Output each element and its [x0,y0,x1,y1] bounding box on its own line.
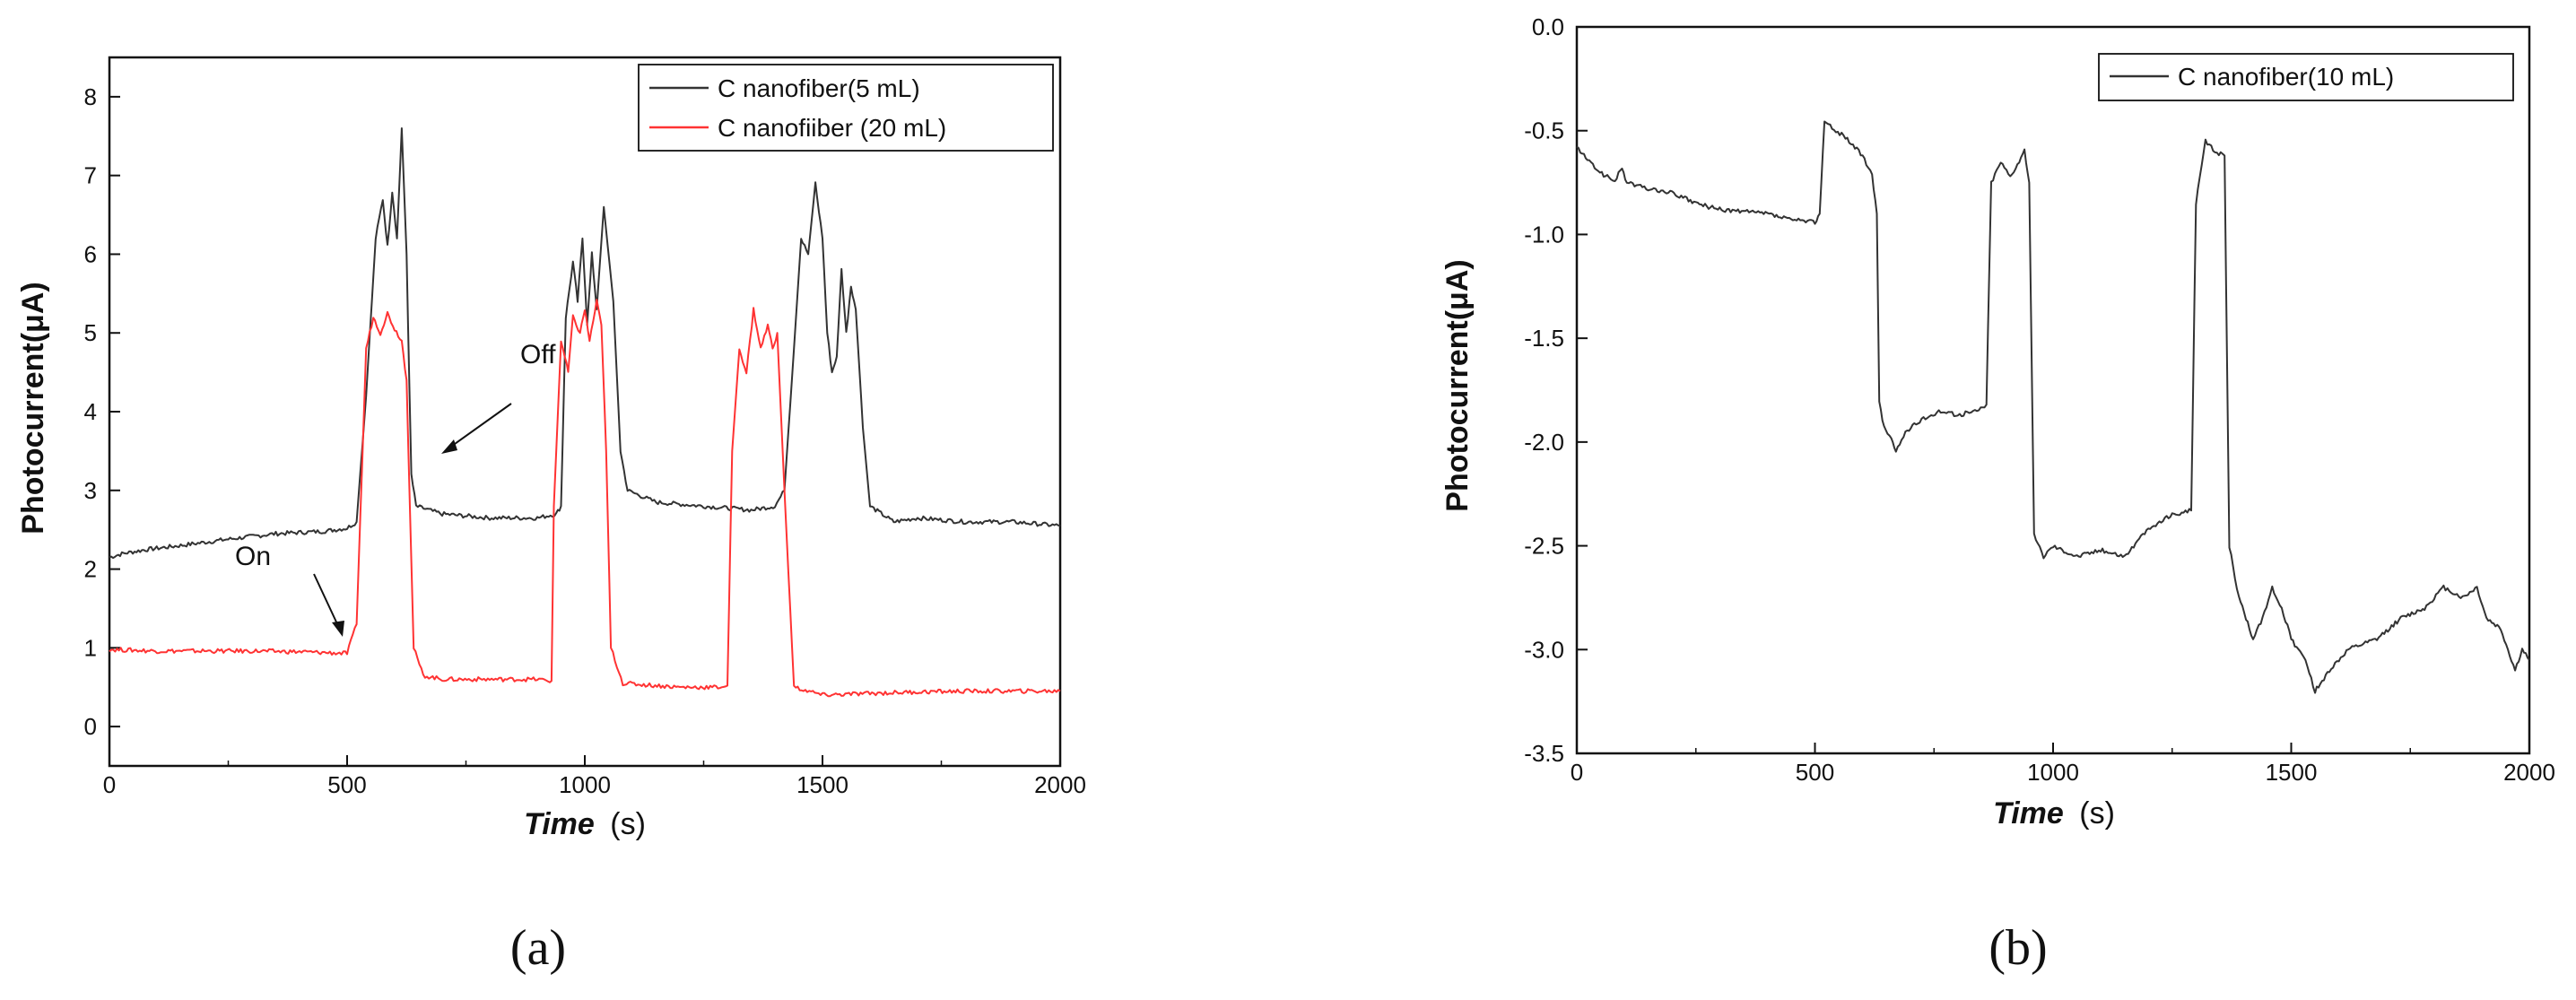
annotation-on-arrow [313,573,340,629]
y-tick-label-b-4: -2.0 [1524,429,1564,456]
series-line-a-0 [109,127,1061,560]
caption-a: (a) [510,920,566,976]
y-tick-label-b-6: -3.0 [1524,636,1564,663]
legend-label-a-1: C nanofiiber (20 mL) [718,114,946,142]
chart-panel-a: 0 1 2 3 4 5 6 7 8 0 500 1000 1500 2000 Photocurrent(… [16,56,1086,976]
legend-label-b-0: C nanofiber(10 mL) [2178,63,2394,91]
x-axis-title-main-a: Time [524,807,595,841]
y-tick-label-a-5: 5 [84,319,97,346]
y-tick-label-a-8: 8 [84,83,97,110]
x-tick-label-a-0: 0 [103,771,116,798]
x-axis-title-unit-a: (s) [610,807,646,841]
plot-frame-a [108,56,1062,768]
y-tick-label-b-3: -1.5 [1524,325,1564,352]
y-tick-label-a-4: 4 [84,398,97,425]
x-tick-label-b-4: 2000 [2503,759,2555,786]
legend-b: C nanofiber(10 mL) [2098,53,2514,101]
y-tick-label-a-2: 2 [84,556,97,583]
plot-frame-b [1575,25,2531,755]
legend-box-a [638,64,1054,152]
x-tick-label-b-1: 500 [1796,759,1834,786]
series-group-b [1576,120,2530,694]
series-group-a [109,127,1061,698]
x-tick-label-b-3: 1500 [2266,759,2318,786]
legend-label-a-0: C nanofiber(5 mL) [718,74,920,102]
x-tick-label-a-4: 2000 [1034,771,1086,798]
series-line-a-1 [109,299,1061,698]
annotation-off: Off [441,340,556,454]
caption-b: (b) [1989,920,2047,976]
y-axis-title-a: Photocurrent(μA) [16,282,50,534]
x-tick-label-a-2: 1000 [559,771,611,798]
y-tick-label-b-7: -3.5 [1524,740,1564,767]
x-tick-label-a-3: 1500 [796,771,849,798]
x-axis-title-main-b: Time [1993,796,2064,830]
x-tick-label-b-0: 0 [1571,759,1583,786]
y-tick-label-a-1: 1 [84,634,97,661]
y-tick-label-b-2: -1.0 [1524,221,1564,248]
annotation-off-arrowhead [441,439,457,454]
chart-panel-b: 0.0 -0.5 -1.0 -1.5 -2.0 -2.5 -3.0 -3.5 0 500 1000… [1440,13,2555,976]
y-axis-ticks-b: 0.0 -0.5 -1.0 -1.5 -2.0 -2.5 -3.0 -3.5 [1524,13,1588,767]
y-axis-title-b: Photocurrent(μA) [1440,259,1475,511]
y-tick-label-b-0: 0.0 [1532,13,1564,40]
x-axis-title-b: Time (s) [1993,796,2115,830]
y-tick-label-a-6: 6 [84,240,97,267]
y-tick-label-a-0: 0 [84,713,97,740]
annotation-off-label: Off [520,340,556,370]
x-tick-label-b-2: 1000 [2027,759,2079,786]
y-tick-label-b-5: -2.5 [1524,533,1564,560]
x-axis-title-unit-b: (s) [2079,796,2115,830]
y-tick-label-b-1: -0.5 [1524,117,1564,144]
annotation-on-arrowhead [332,621,344,637]
x-tick-label-a-1: 500 [327,771,366,798]
series-line-b-0 [1576,120,2530,694]
annotation-on: On [235,542,344,637]
y-tick-label-a-7: 7 [84,162,97,189]
x-axis-ticks-a: 0 500 1000 1500 2000 [103,755,1086,798]
legend-a: C nanofiber(5 mL) C nanofiiber (20 mL) [638,64,1054,152]
x-axis-ticks-b: 0 500 1000 1500 2000 [1571,743,2555,786]
y-tick-label-a-3: 3 [84,477,97,504]
annotation-off-arrow [448,403,512,449]
y-axis-ticks-a: 0 1 2 3 4 5 6 7 8 [84,83,120,740]
x-axis-title-a: Time (s) [524,807,646,841]
annotation-on-label: On [235,542,271,571]
